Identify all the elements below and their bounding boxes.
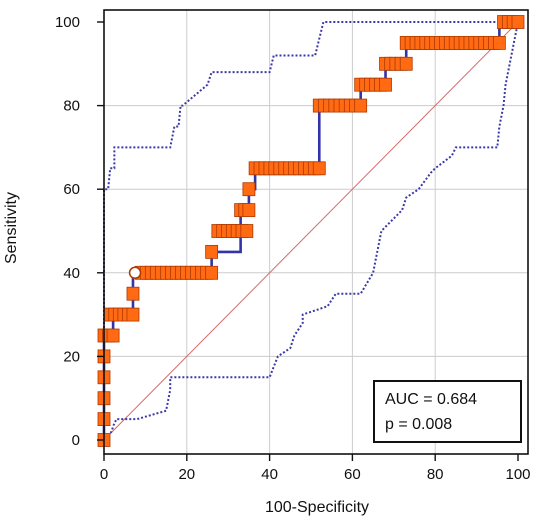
plot-frame (103, 9, 529, 455)
x-tick-label: 0 (100, 466, 108, 483)
roc-marker (379, 77, 392, 92)
roc-marker (354, 98, 368, 113)
ci-upper-line (103, 21, 518, 440)
roc-marker (205, 244, 219, 259)
roc-marker (312, 161, 326, 176)
y-tick-label: 60 (63, 181, 80, 198)
roc-marker (205, 265, 219, 280)
x-tick-label: 100 (505, 466, 530, 483)
optimal-cutoff-marker (128, 266, 142, 280)
roc-marker (242, 182, 256, 197)
x-tick-label: 80 (427, 466, 444, 483)
auc-label: AUC = 0.684 (385, 391, 477, 408)
ci-lower-line (104, 21, 519, 441)
roc-marker (492, 36, 506, 50)
y-tick-label: 20 (63, 348, 80, 365)
roc-marker (242, 203, 256, 218)
y-tick-label: 0 (72, 432, 80, 449)
y-tick-label: 80 (63, 98, 80, 115)
x-axis-title: 100-Specificity (265, 499, 369, 516)
roc-marker (106, 328, 120, 343)
y-tick-label: 100 (55, 14, 80, 31)
roc-marker (511, 15, 525, 29)
roc-marker (399, 56, 413, 71)
stats-box: AUC = 0.684 p = 0.008 (373, 380, 522, 443)
y-axis-title-group: Sensitivity (3, 192, 20, 264)
roc-marker (126, 307, 140, 322)
y-tick-label: 40 (63, 265, 80, 282)
x-tick-label: 60 (344, 466, 361, 483)
reference-diagonal (103, 21, 519, 441)
x-tick-label: 20 (178, 466, 195, 483)
roc-marker (240, 224, 254, 238)
p-value-label: p = 0.008 (385, 416, 452, 433)
y-axis-title: Sensitivity (3, 192, 20, 264)
roc-marker (126, 286, 140, 301)
x-tick-label: 40 (261, 466, 278, 483)
axis-ticks: 0 20 40 60 80 100 0 20 40 60 80 100 (55, 14, 531, 483)
stats-box-frame (373, 380, 522, 443)
roc-markers (97, 15, 525, 447)
